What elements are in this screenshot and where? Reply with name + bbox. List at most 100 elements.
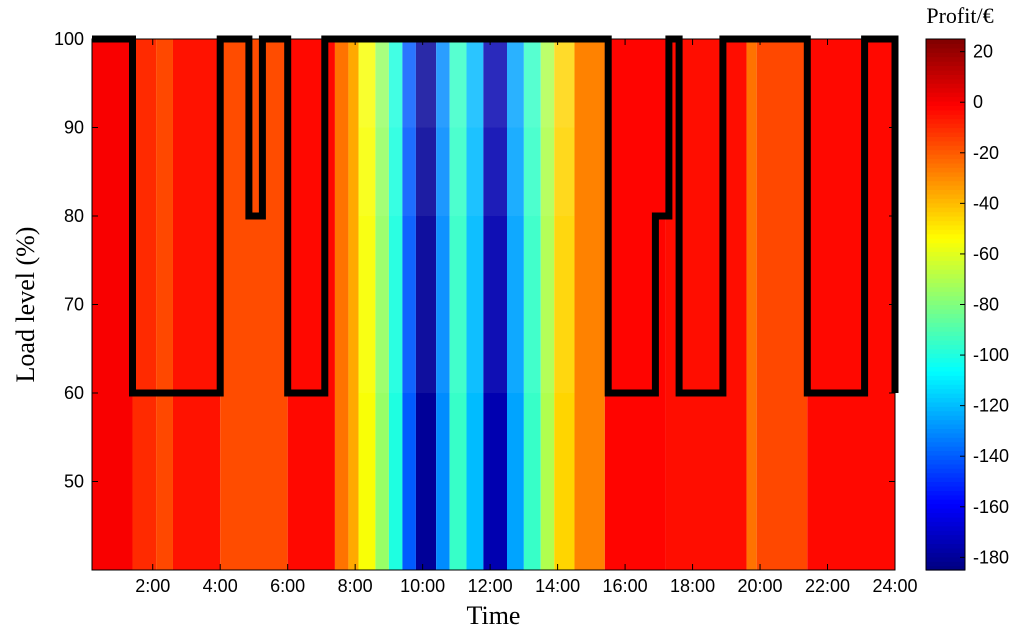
colorbar-strip bbox=[926, 136, 965, 142]
heatmap-column-25 bbox=[756, 39, 808, 570]
colorbar-strip bbox=[926, 127, 965, 133]
colorbar-tick-label: 0 bbox=[973, 92, 983, 112]
colorbar-strip bbox=[926, 401, 965, 407]
colorbar-strip bbox=[926, 494, 965, 500]
colorbar-strip bbox=[926, 154, 965, 160]
colorbar-strip bbox=[926, 393, 965, 399]
heatmap-column-17 bbox=[506, 39, 524, 570]
colorbar-strip bbox=[926, 193, 965, 199]
heatmap-column-7 bbox=[348, 39, 359, 570]
y-tick-label: 90 bbox=[64, 118, 84, 138]
colorbar-strip bbox=[926, 83, 965, 89]
y-tick-label: 100 bbox=[54, 29, 84, 49]
colorbar-strip bbox=[926, 481, 965, 487]
colorbar-strip bbox=[926, 145, 965, 151]
heatmap-column-2 bbox=[156, 39, 173, 570]
x-axis-label: Time bbox=[467, 601, 521, 630]
colorbar-strip bbox=[926, 423, 965, 429]
colorbar-strip bbox=[926, 92, 965, 98]
colorbar-strip bbox=[926, 61, 965, 67]
colorbar-strip bbox=[926, 521, 965, 527]
colorbar-strip bbox=[926, 552, 965, 558]
colorbar-strip bbox=[926, 273, 965, 279]
colorbar-strip bbox=[926, 291, 965, 297]
colorbar-strip bbox=[926, 561, 965, 567]
x-tick-label: 20:00 bbox=[738, 576, 783, 596]
load-band-80 bbox=[358, 39, 575, 216]
colorbar-strip bbox=[926, 123, 965, 129]
colorbar-strip bbox=[926, 56, 965, 62]
colorbar-strip bbox=[926, 472, 965, 478]
heatmap-cells bbox=[92, 39, 895, 570]
heatmap-column-10 bbox=[388, 39, 403, 570]
heatmap-column-20 bbox=[554, 39, 575, 570]
row-band-overlays bbox=[358, 39, 575, 393]
colorbar-strip bbox=[926, 547, 965, 553]
colorbar-strip bbox=[926, 295, 965, 301]
colorbar-tick-label: 20 bbox=[973, 42, 993, 62]
colorbar-strip bbox=[926, 286, 965, 292]
colorbar-strip bbox=[926, 282, 965, 288]
heatmap-column-0 bbox=[92, 39, 133, 570]
colorbar-tick-label: -160 bbox=[973, 497, 1009, 517]
colorbar-strip bbox=[926, 331, 965, 337]
y-tick-label: 50 bbox=[64, 472, 84, 492]
colorbar-strip bbox=[926, 233, 965, 239]
colorbar-strip bbox=[926, 525, 965, 531]
x-tick-label: 8:00 bbox=[338, 576, 373, 596]
colorbar-strip bbox=[926, 366, 965, 372]
heatmap-column-14 bbox=[449, 39, 467, 570]
load-band-60 bbox=[358, 39, 575, 393]
colorbar-strip bbox=[926, 269, 965, 275]
colorbar-strip bbox=[926, 348, 965, 354]
colorbar-strip bbox=[926, 300, 965, 306]
colorbar-strip bbox=[926, 459, 965, 465]
colorbar-strip bbox=[926, 224, 965, 230]
colorbar-strip bbox=[926, 565, 965, 571]
colorbar-strip bbox=[926, 185, 965, 191]
x-tick-label: 2:00 bbox=[135, 576, 170, 596]
colorbar-strip bbox=[926, 69, 965, 75]
colorbar-strip bbox=[926, 384, 965, 390]
y-axis-ticks: 50 60 70 80 90 100 bbox=[54, 29, 895, 492]
colorbar-strip bbox=[926, 131, 965, 137]
colorbar-tick-label: -100 bbox=[973, 345, 1009, 365]
heatmap-column-16 bbox=[483, 39, 507, 570]
colorbar-strip bbox=[926, 229, 965, 235]
heatmap-column-21 bbox=[574, 39, 605, 570]
colorbar-title: Profit/€ bbox=[926, 3, 993, 28]
colorbar-strip bbox=[926, 189, 965, 195]
x-tick-label: 12:00 bbox=[468, 576, 513, 596]
heatmap-column-24 bbox=[746, 39, 757, 570]
colorbar-tick-label: -140 bbox=[973, 446, 1009, 466]
colorbar-strip bbox=[926, 105, 965, 111]
colorbar-strip bbox=[926, 388, 965, 394]
load-band-90 bbox=[358, 39, 575, 128]
colorbar-strip bbox=[926, 450, 965, 456]
colorbar-strip bbox=[926, 397, 965, 403]
x-tick-label: 16:00 bbox=[603, 576, 648, 596]
colorbar-tick-label: -180 bbox=[973, 547, 1009, 567]
colorbar-strip bbox=[926, 109, 965, 115]
colorbar-strip bbox=[926, 419, 965, 425]
colorbar-tick-label: -40 bbox=[973, 193, 999, 213]
colorbar-strip bbox=[926, 255, 965, 261]
x-tick-label: 18:00 bbox=[670, 576, 715, 596]
colorbar-strip bbox=[926, 167, 965, 173]
colorbar-strip bbox=[926, 246, 965, 252]
heatmap-column-3 bbox=[172, 39, 221, 570]
colorbar-strip bbox=[926, 140, 965, 146]
x-tick-label: 22:00 bbox=[805, 576, 850, 596]
colorbar-strip bbox=[926, 264, 965, 270]
colorbar-strip bbox=[926, 543, 965, 549]
colorbar-strip bbox=[926, 211, 965, 217]
colorbar-strip bbox=[926, 180, 965, 186]
colorbar-strip bbox=[926, 52, 965, 58]
colorbar-strip bbox=[926, 454, 965, 460]
colorbar-strip bbox=[926, 344, 965, 350]
heatmap-column-6 bbox=[334, 39, 349, 570]
colorbar-strip bbox=[926, 313, 965, 319]
y-tick-label: 60 bbox=[64, 383, 84, 403]
colorbar-strip bbox=[926, 375, 965, 381]
colorbar-strip bbox=[926, 437, 965, 443]
